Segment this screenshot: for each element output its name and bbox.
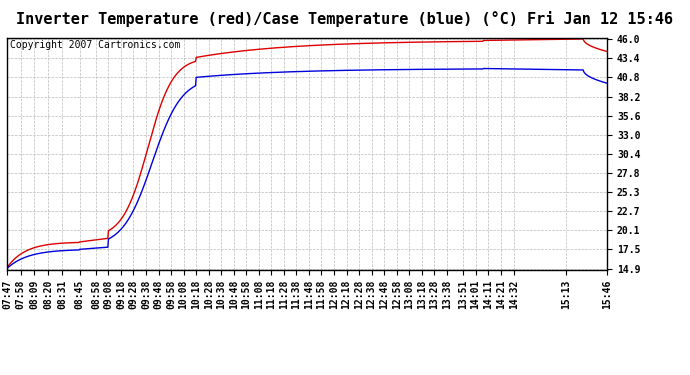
Text: Inverter Temperature (red)/Case Temperature (blue) (°C) Fri Jan 12 15:46: Inverter Temperature (red)/Case Temperat… [17,11,673,27]
Text: Copyright 2007 Cartronics.com: Copyright 2007 Cartronics.com [10,40,180,50]
